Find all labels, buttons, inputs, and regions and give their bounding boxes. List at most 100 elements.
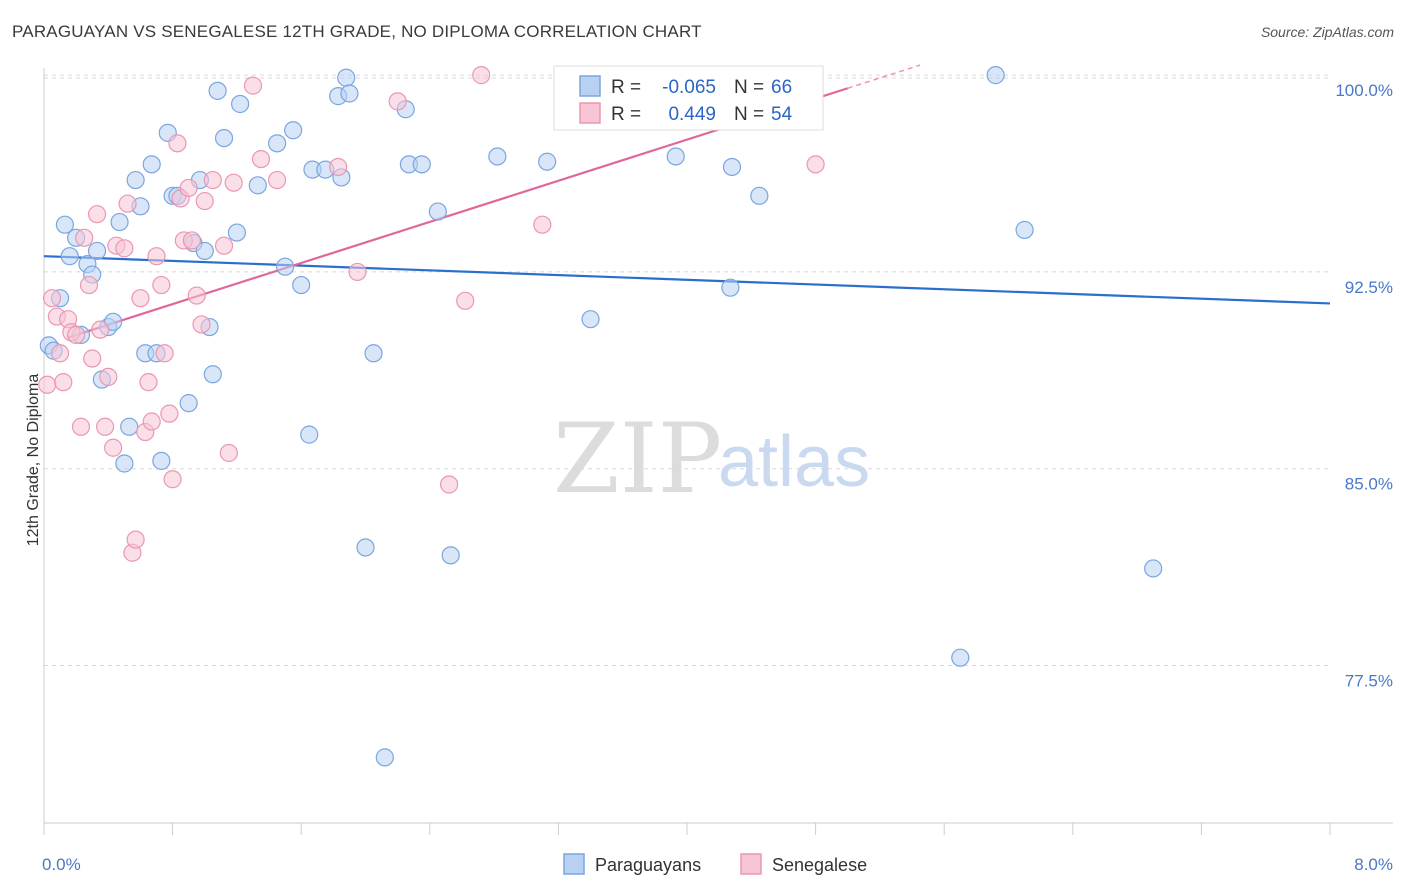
senegalese-point <box>472 66 491 85</box>
senegalese-point <box>187 286 206 305</box>
senegalese-point <box>192 315 211 334</box>
paraguayan-point <box>488 147 507 166</box>
x-tick-label: 0.0% <box>42 855 81 874</box>
senegalese-point <box>71 417 91 436</box>
paraguayan-point <box>441 546 460 565</box>
senegalese-point <box>75 228 94 247</box>
paraguayan-point <box>231 94 250 114</box>
paraguayan-point <box>364 344 383 363</box>
senegalese-point <box>99 367 118 386</box>
senegalese-point <box>267 170 287 190</box>
senegalese-point <box>155 344 174 363</box>
stats-swatch-pink <box>579 102 601 124</box>
legend-swatch-paraguayans <box>563 853 585 875</box>
senegalese-point <box>203 170 222 190</box>
stats-n-value-1: 66 <box>771 77 792 98</box>
watermark-zip: ZIP <box>553 403 722 515</box>
watermark-atlas: atlas <box>718 422 870 502</box>
senegalese-point <box>91 320 110 339</box>
stats-swatch-blue <box>579 75 601 97</box>
senegalese-point <box>54 373 73 392</box>
paraguayan-point <box>142 155 161 174</box>
senegalese-point <box>50 344 70 363</box>
legend: Paraguayans Senegalese <box>563 853 867 875</box>
senegalese-point <box>168 134 187 153</box>
paraguayan-point <box>292 275 311 295</box>
paraguayan-point <box>412 155 431 174</box>
paraguayan-point <box>538 152 557 171</box>
senegalese-point <box>115 239 134 258</box>
senegalese-point <box>142 412 161 431</box>
paraguayan-point <box>337 68 356 87</box>
senegalese-point <box>329 157 348 177</box>
chart-title: PARAGUAYAN VS SENEGALESE 12TH GRADE, NO … <box>12 22 702 41</box>
stats-r-value-1: -0.065 <box>662 77 716 98</box>
paraguayan-point <box>721 278 740 297</box>
senegalese-point <box>83 349 102 368</box>
paraguayan-point <box>267 134 287 153</box>
stats-r-value-2: 0.449 <box>668 104 716 125</box>
y-tick-label: 85.0% <box>1345 475 1393 494</box>
senegalese-point <box>182 231 201 250</box>
paraguayan-point <box>1015 220 1034 240</box>
senegalese-point <box>118 194 137 213</box>
paraguayan-point <box>110 212 129 232</box>
paraguayan-point <box>126 170 145 190</box>
paraguayan-point <box>986 66 1005 85</box>
stats-r-label-2: R = <box>611 104 641 125</box>
paraguayan-point <box>666 147 685 166</box>
y-tick-label: 92.5% <box>1345 278 1393 297</box>
stats-box: R = -0.065 N = 66 R = 0.449 N = 54 <box>553 65 824 131</box>
senegalese-point <box>388 92 407 111</box>
y-axis-label: 12th Grade, No Diploma <box>25 374 42 547</box>
stats-r-label-1: R = <box>611 77 641 98</box>
paraguayan-point <box>276 257 295 276</box>
senegalese-trend-extension <box>847 64 921 89</box>
legend-swatch-senegalese <box>740 853 762 875</box>
paraguayan-trend-line <box>43 255 1331 305</box>
senegalese-point <box>42 289 62 308</box>
senegalese-point <box>79 275 99 295</box>
senegalese-point <box>251 149 271 169</box>
senegalese-point <box>219 443 238 463</box>
senegalese-point <box>195 191 214 211</box>
legend-label-senegalese: Senegalese <box>772 855 867 875</box>
paraguayan-point <box>179 394 198 413</box>
senegalese-point <box>214 236 234 255</box>
paraguayan-point <box>581 310 600 329</box>
stats-n-label-2: N = <box>734 104 764 125</box>
source-credit: Source: ZipAtlas.com <box>1260 24 1394 40</box>
senegalese-point <box>104 438 123 457</box>
senegalese-point <box>87 205 107 224</box>
senegalese-point <box>533 215 552 234</box>
senegalese-point <box>67 325 86 345</box>
senegalese-point <box>147 247 166 266</box>
stats-n-value-2: 54 <box>771 104 793 125</box>
paraguayan-point <box>248 176 267 195</box>
senegalese-point <box>152 275 171 295</box>
legend-label-paraguayans: Paraguayans <box>595 855 701 875</box>
senegalese-point <box>179 178 198 198</box>
paraguayan-point <box>208 81 227 100</box>
paraguayan-point <box>951 648 970 667</box>
paraguayan-point <box>284 121 303 140</box>
senegalese-point <box>126 530 145 549</box>
senegalese-point <box>139 373 158 392</box>
paraguayan-point <box>195 241 214 261</box>
paraguayan-point <box>722 157 742 177</box>
senegalese-point <box>163 470 182 489</box>
y-tick-label: 77.5% <box>1345 672 1393 691</box>
paraguayan-point <box>340 84 359 103</box>
y-tick-label: 100.0% <box>1335 81 1393 100</box>
paraguayan-point <box>120 417 139 436</box>
paraguayan-point <box>60 247 79 266</box>
paraguayan-point <box>152 451 171 470</box>
senegalese-point <box>348 262 367 282</box>
paraguayan-point <box>87 241 107 261</box>
paraguayan-point <box>300 425 319 444</box>
paraguayan-point <box>1144 559 1163 578</box>
paraguayan-point <box>356 538 375 557</box>
stats-n-label-1: N = <box>734 77 764 98</box>
senegalese-point <box>131 289 150 308</box>
